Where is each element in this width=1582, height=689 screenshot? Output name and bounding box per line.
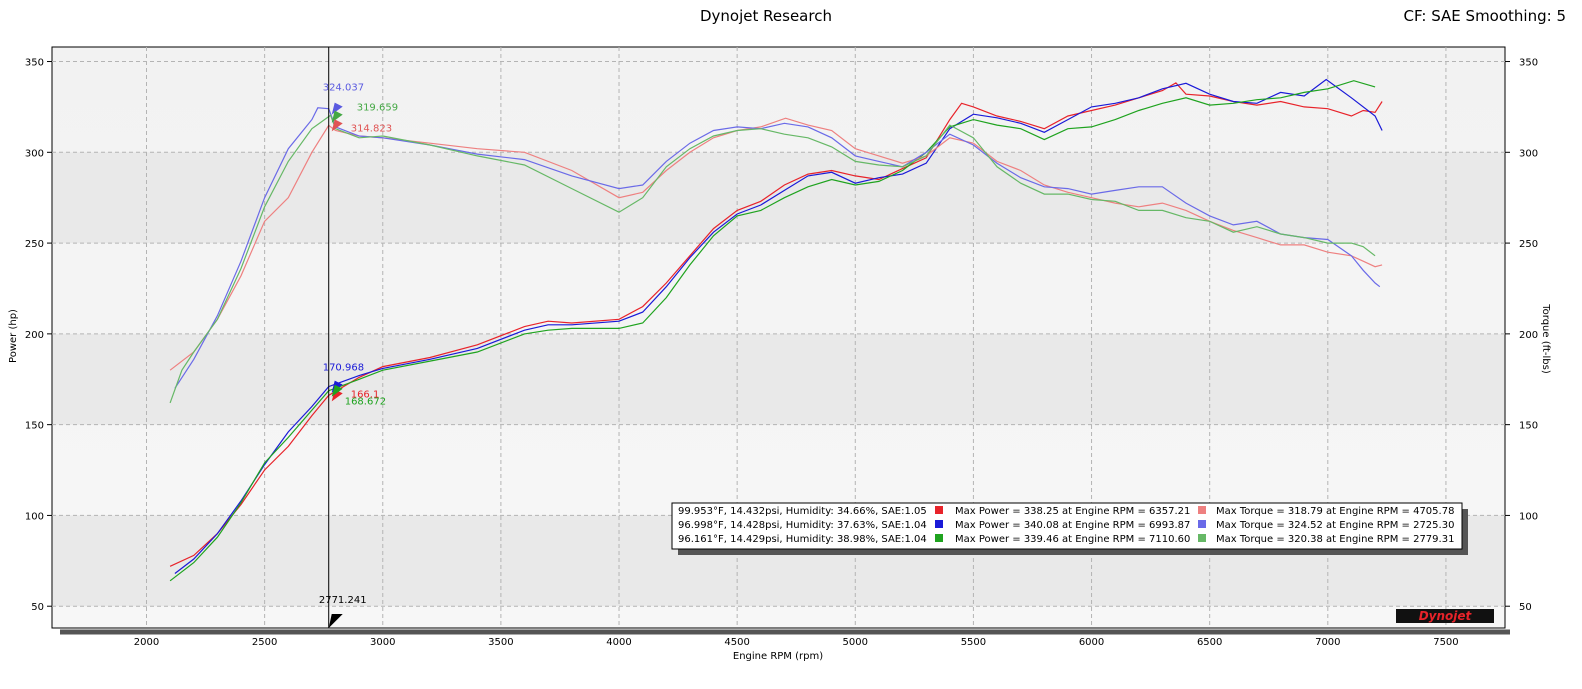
left-tick-label: 100 [25,511,44,522]
right-axis-title: Torque (ft-lbs) [1540,303,1551,374]
cursor-rpm-label: 2771.241 [319,595,367,606]
legend-conditions: 96.161°F, 14.429psi, Humidity: 38.98%, S… [678,534,927,545]
power-curve [174,78,1383,574]
right-tick-label: 50 [1519,602,1532,613]
marker-arrow-icon [331,384,343,397]
legend-conditions: 96.998°F, 14.428psi, Humidity: 37.63%, S… [678,520,927,531]
x-axis-title: Engine RPM (rpm) [733,651,823,662]
svg-text:Dynojet: Dynojet [1419,609,1473,623]
legend: 99.953°F, 14.432psi, Humidity: 34.66%, S… [671,502,1468,555]
right-tick-label: 100 [1519,511,1538,522]
legend-torque-text: Max Torque = 320.38 at Engine RPM = 2779… [1216,534,1454,545]
legend-conditions: 99.953°F, 14.432psi, Humidity: 34.66%, S… [678,506,927,517]
left-tick-label: 300 [25,148,44,159]
left-tick-label: 200 [25,330,44,341]
legend-power-text: Max Power = 338.25 at Engine RPM = 6357.… [955,506,1190,517]
legend-power-text: Max Power = 340.08 at Engine RPM = 6993.… [955,520,1190,531]
legend-power-text: Max Power = 339.46 at Engine RPM = 7110.… [955,534,1190,545]
right-tick-label: 250 [1519,239,1538,250]
x-tick-label: 6000 [1079,637,1104,648]
right-axis-ticks: 50 100 150 200 250 300 350 [1505,58,1538,613]
legend-torque-swatch [1198,534,1206,542]
marker-arrow-icon [331,119,343,132]
x-tick-label: 7000 [1315,637,1340,648]
left-tick-label: 250 [25,239,44,250]
power-curve [169,80,1376,582]
x-tick-label: 2000 [134,637,159,648]
right-tick-label: 350 [1519,58,1538,69]
left-tick-label: 350 [25,58,44,69]
legend-power-swatch [935,506,943,514]
page-title: Dynojet Research [700,7,832,25]
legend-torque-swatch [1198,506,1206,514]
torque-curve [169,117,1383,371]
x-tick-label: 6500 [1197,637,1222,648]
dynojet-logo: Dynojet [1396,609,1494,623]
marker-arrow-icon [331,110,343,123]
x-axis-ticks: 2000 2500 3000 3500 4000 4500 5000 5500 6000 6500… [134,637,1459,648]
left-axis-title: Power (hp) [8,309,19,363]
marker-label: 314.823 [351,123,392,134]
marker-label: 319.659 [357,103,398,114]
torque-curve [169,114,1376,404]
legend-box [671,502,1463,550]
marker-label: 324.037 [323,83,364,94]
x-tick-label: 7500 [1433,637,1458,648]
left-tick-label: 150 [25,421,44,432]
right-tick-label: 300 [1519,148,1538,159]
x-tick-label: 3500 [488,637,513,648]
legend-torque-text: Max Torque = 324.52 at Engine RPM = 2725… [1216,520,1454,531]
x-tick-label: 2500 [252,637,277,648]
plot-band [53,152,1504,244]
x-tick-label: 3000 [370,637,395,648]
x-tick-label: 4500 [724,637,749,648]
plot-band [53,333,1504,425]
right-tick-label: 150 [1519,421,1538,432]
marker-label: 168.672 [345,397,386,408]
left-tick-label: 50 [31,602,44,613]
data-series [169,78,1383,582]
cursor-arrow-icon[interactable] [328,614,343,628]
x-tick-label: 4000 [606,637,631,648]
left-axis-ticks: 50 100 150 200 250 300 350 [25,58,52,613]
marker-label: 170.968 [323,363,364,374]
legend-torque-swatch [1198,520,1206,528]
legend-power-swatch [935,534,943,542]
legend-torque-text: Max Torque = 318.79 at Engine RPM = 4705… [1216,506,1454,517]
marker-label: 166.1 [351,389,380,400]
legend-power-swatch [935,520,943,528]
x-tick-label: 5500 [961,637,986,648]
correction-factor-label: CF: SAE Smoothing: 5 [1403,7,1566,25]
right-tick-label: 200 [1519,330,1538,341]
x-tick-label: 5000 [843,637,868,648]
